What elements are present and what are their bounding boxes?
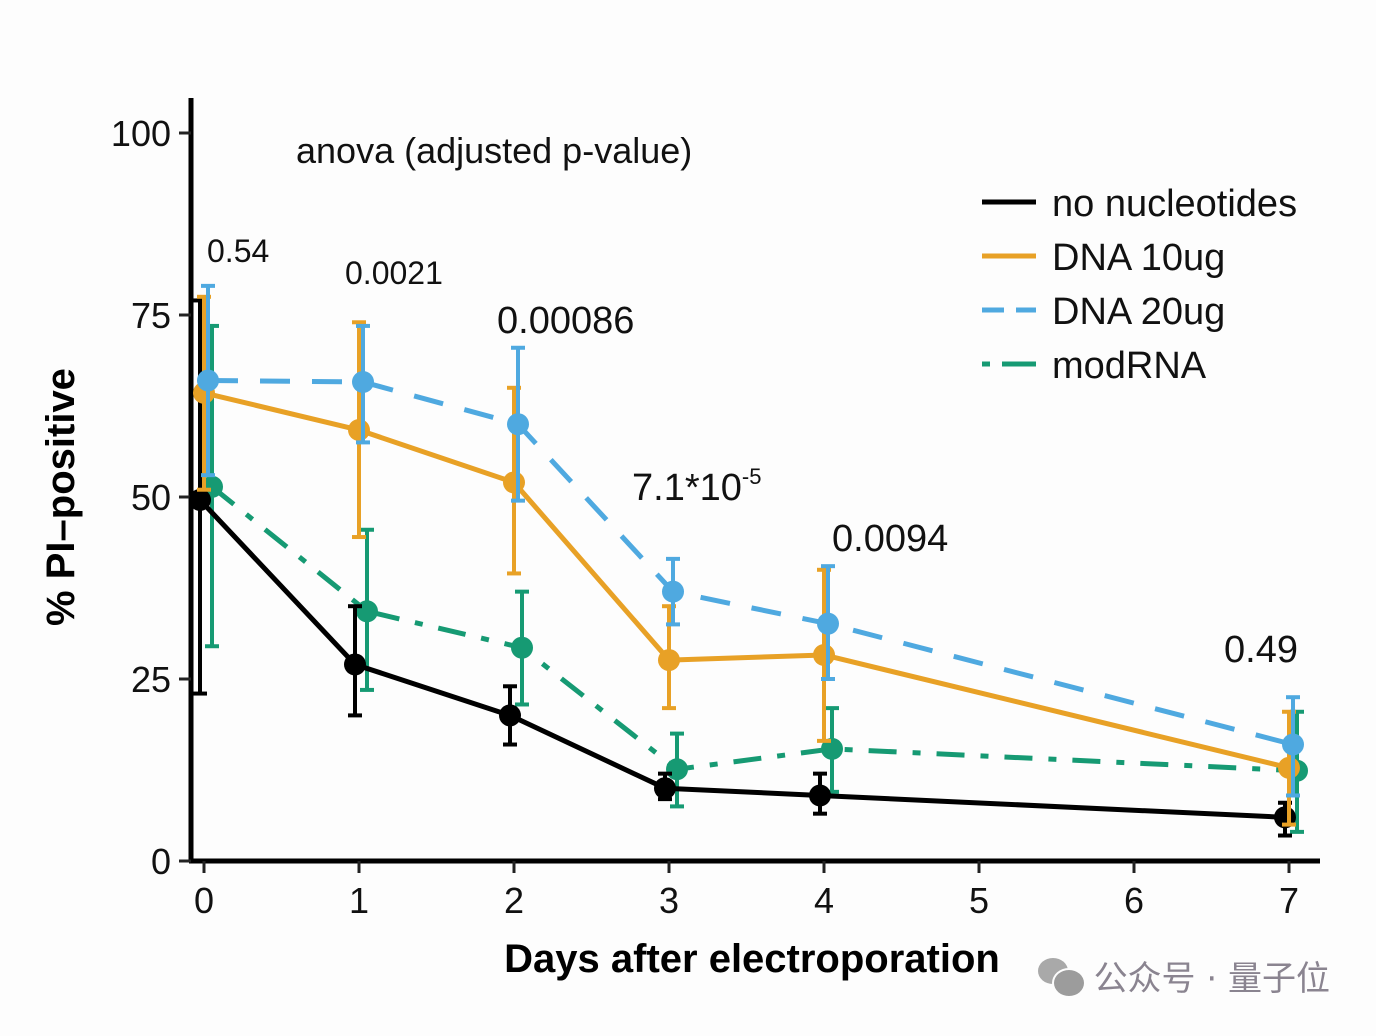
data-point	[662, 580, 684, 603]
anova-title: anova (adjusted p-value)	[296, 130, 692, 171]
watermark-text: 公众号 · 量子位	[1093, 959, 1330, 999]
y-tick-label: 75	[131, 295, 171, 336]
wechat-icon	[1037, 956, 1086, 998]
data-point	[352, 370, 374, 393]
x-tick-label: 6	[1124, 880, 1144, 921]
data-point	[344, 653, 366, 676]
x-tick-label: 3	[659, 880, 679, 921]
series-line	[203, 390, 1290, 771]
x-tick-label: 4	[814, 880, 834, 921]
legend: no nucleotides DNA 10ug DNA 20ug modRNA	[982, 183, 1297, 387]
series-line	[198, 498, 1286, 820]
y-tick-label: 25	[131, 659, 171, 700]
series-modrna	[201, 323, 1308, 834]
data-point	[654, 777, 676, 800]
series-dna-20ug	[197, 283, 1304, 798]
data-point	[817, 612, 839, 635]
watermark: 公众号 · 量子位	[1037, 951, 1330, 1000]
p-value-exponent: -5	[742, 464, 762, 489]
legend-label: DNA 20ug	[1052, 291, 1225, 333]
legend-label: modRNA	[1052, 345, 1207, 387]
p-value-text: 0.0021	[345, 255, 443, 291]
x-tick-label: 0	[194, 880, 214, 921]
p-value-annotations: 0.54 0.0021 0.00086 7.1*10-5 0.0094 0.49	[207, 233, 1298, 671]
data-point	[1278, 756, 1300, 779]
p-value-label: 0.49	[1224, 629, 1298, 671]
legend-item-modrna: modRNA	[982, 345, 1207, 387]
p-value-text: 0.49	[1224, 629, 1298, 671]
x-tick-label: 2	[504, 880, 524, 921]
data-point	[507, 413, 529, 436]
x-tick-label: 5	[969, 880, 989, 921]
data-point	[356, 600, 378, 623]
data-point	[813, 643, 835, 666]
data-point	[511, 636, 533, 659]
p-value-text: 0.0094	[832, 518, 948, 560]
data-point	[658, 649, 680, 672]
y-tick-label: 100	[111, 113, 171, 154]
p-value-label: 0.0021	[345, 255, 443, 291]
p-value-label: 0.0094	[832, 518, 948, 560]
data-point	[499, 704, 521, 727]
data-point	[821, 737, 843, 760]
legend-label: no nucleotides	[1052, 183, 1297, 225]
axes: 0 25 50 75 100 0 1 2 3 4 5 6 7	[111, 98, 1320, 921]
data-point	[1282, 733, 1304, 756]
x-tick-label: 1	[349, 880, 369, 921]
data-point	[348, 419, 370, 442]
p-value-text: 0.54	[207, 233, 269, 269]
legend-item-dna-10ug: DNA 10ug	[982, 237, 1225, 279]
data-point	[666, 758, 688, 781]
series-line	[210, 484, 1298, 774]
p-value-label: 0.54	[207, 233, 269, 269]
series-layer	[189, 283, 1308, 838]
y-tick-label: 0	[151, 841, 171, 882]
p-value-text: 7.1*10	[632, 467, 742, 509]
y-tick-label: 50	[131, 477, 171, 518]
x-tick-label: 7	[1279, 880, 1299, 921]
legend-item-dna-20ug: DNA 20ug	[982, 291, 1225, 333]
p-value-label: 0.00086	[497, 300, 634, 342]
data-point	[503, 471, 525, 494]
legend-item-no-nucleotides: no nucleotides	[982, 183, 1297, 225]
p-value-label: 7.1*10-5	[632, 464, 761, 509]
legend-label: DNA 10ug	[1052, 237, 1225, 279]
series-line	[207, 378, 1294, 747]
series-no-nucleotides	[189, 298, 1296, 838]
y-axis-title: % PI–positive	[39, 368, 83, 626]
x-axis-title: Days after electroporation	[504, 937, 1000, 981]
data-point	[189, 488, 211, 511]
p-value-text: 0.00086	[497, 300, 634, 342]
data-point	[197, 369, 219, 392]
data-point	[809, 784, 831, 807]
